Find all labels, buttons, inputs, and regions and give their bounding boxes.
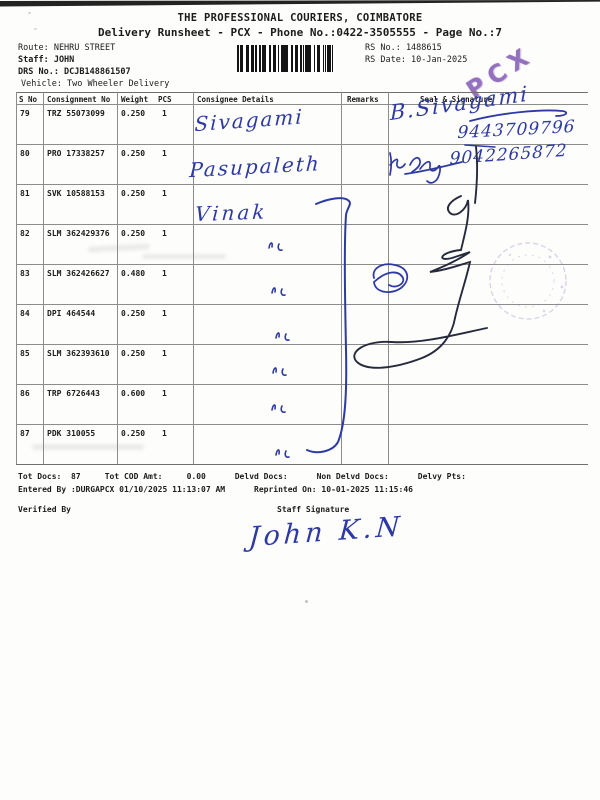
verified-by-label: Verified By bbox=[18, 505, 71, 514]
cell-weight: 0.250 bbox=[121, 149, 146, 158]
cell-weight: 0.600 bbox=[121, 389, 146, 398]
cell-consignment: SLM 362429376 bbox=[47, 229, 110, 238]
cell-pcs: 1 bbox=[162, 309, 167, 318]
cell-consignment: TRP 6726443 bbox=[47, 389, 100, 398]
cell-weight: 0.250 bbox=[121, 109, 146, 118]
table-row: 79 TRZ 55073099 0.250 1 bbox=[0, 104, 600, 144]
column-header-consignment: Consignment No bbox=[47, 95, 111, 104]
cell-sno: 80 bbox=[20, 149, 30, 158]
cell-sno: 85 bbox=[20, 349, 30, 358]
table-row: 82 SLM 362429376 0.250 1 bbox=[0, 224, 600, 264]
table-row: 84 DPI 464544 0.250 1 bbox=[0, 304, 600, 344]
cell-weight: 0.250 bbox=[121, 429, 146, 438]
cell-pcs: 1 bbox=[162, 349, 167, 358]
table-row: 83 SLM 362426627 0.480 1 bbox=[0, 264, 600, 304]
column-header-sno: S No bbox=[19, 95, 38, 104]
scan-speck bbox=[28, 12, 31, 14]
table-grid bbox=[16, 92, 588, 465]
cell-pcs: 1 bbox=[162, 229, 167, 238]
runsheet-subtitle: Delivery Runsheet - PCX - Phone No.:0422… bbox=[98, 26, 502, 39]
table-row: 85 SLM 362393610 0.250 1 bbox=[0, 344, 600, 384]
cell-weight: 0.480 bbox=[121, 269, 146, 278]
cell-consignment: PRO 17338257 bbox=[47, 149, 105, 158]
column-header-weight: Weight bbox=[121, 95, 149, 104]
cell-consignment: SVK 10588153 bbox=[47, 189, 105, 198]
cell-consignment: PDK 310055 bbox=[47, 429, 96, 438]
footer-entered-reprinted: Entered By :DURGAPCX 01/10/2025 11:13:07… bbox=[18, 485, 413, 494]
scan-smudge bbox=[32, 444, 144, 450]
cell-weight: 0.250 bbox=[121, 229, 146, 238]
table-row: 87 PDK 310055 0.250 1 bbox=[0, 424, 600, 464]
column-header-consignee: Consignee Details bbox=[197, 95, 274, 104]
scan-smudge bbox=[142, 254, 226, 259]
column-header-pcs: PCS bbox=[158, 95, 172, 104]
table-row: 86 TRP 6726443 0.600 1 bbox=[0, 384, 600, 424]
vehicle-line: Vehicle: Two Wheeler Delivery bbox=[21, 79, 170, 89]
cell-pcs: 1 bbox=[162, 429, 167, 438]
seal-stamp-circle bbox=[489, 242, 567, 320]
rs-number-line: RS No.: 1488615 bbox=[365, 43, 442, 53]
cell-sno: 86 bbox=[20, 389, 30, 398]
cell-pcs: 1 bbox=[162, 189, 167, 198]
cell-consignment: SLM 362393610 bbox=[47, 349, 110, 358]
scan-speck bbox=[305, 600, 308, 603]
barcode bbox=[237, 45, 335, 72]
cell-pcs: 1 bbox=[162, 389, 167, 398]
cell-weight: 0.250 bbox=[121, 309, 146, 318]
cell-sno: 87 bbox=[20, 429, 30, 438]
cell-pcs: 1 bbox=[162, 109, 167, 118]
cell-pcs: 1 bbox=[162, 269, 167, 278]
cell-consignment: DPI 464544 bbox=[47, 309, 96, 318]
page-title: THE PROFESSIONAL COURIERS, COIMBATORE bbox=[177, 12, 423, 24]
cell-weight: 0.250 bbox=[121, 189, 146, 198]
scan-speck bbox=[34, 28, 37, 30]
staff-signature-label: Staff Signature bbox=[277, 505, 350, 514]
cell-consignment: TRZ 55073099 bbox=[47, 109, 105, 118]
cell-sno: 84 bbox=[20, 309, 30, 318]
cell-sno: 82 bbox=[20, 229, 30, 238]
cell-weight: 0.250 bbox=[121, 349, 146, 358]
column-header-remarks: Remarks bbox=[347, 95, 379, 104]
cell-pcs: 1 bbox=[162, 149, 167, 158]
cell-sno: 81 bbox=[20, 189, 30, 198]
staff-line: Staff: JOHN bbox=[18, 55, 75, 65]
scan-artifact-top-edge bbox=[0, 0, 600, 7]
rs-date-line: RS Date: 10-Jan-2025 bbox=[365, 55, 468, 65]
cell-sno: 83 bbox=[20, 269, 30, 278]
table-row: 81 SVK 10588153 0.250 1 bbox=[0, 184, 600, 224]
drs-number-line: DRS No.: DCJB148861507 bbox=[18, 67, 131, 77]
cell-sno: 79 bbox=[20, 109, 30, 118]
footer-totals: Tot Docs: 87 Tot COD Amt: 0.00 Delvd Doc… bbox=[18, 472, 466, 481]
table-row: 80 PRO 17338257 0.250 1 bbox=[0, 144, 600, 184]
column-header-seal: Seal & Signature bbox=[420, 95, 493, 104]
cell-consignment: SLM 362426627 bbox=[47, 269, 110, 278]
route-line: Route: NEHRU STREET bbox=[18, 43, 116, 53]
